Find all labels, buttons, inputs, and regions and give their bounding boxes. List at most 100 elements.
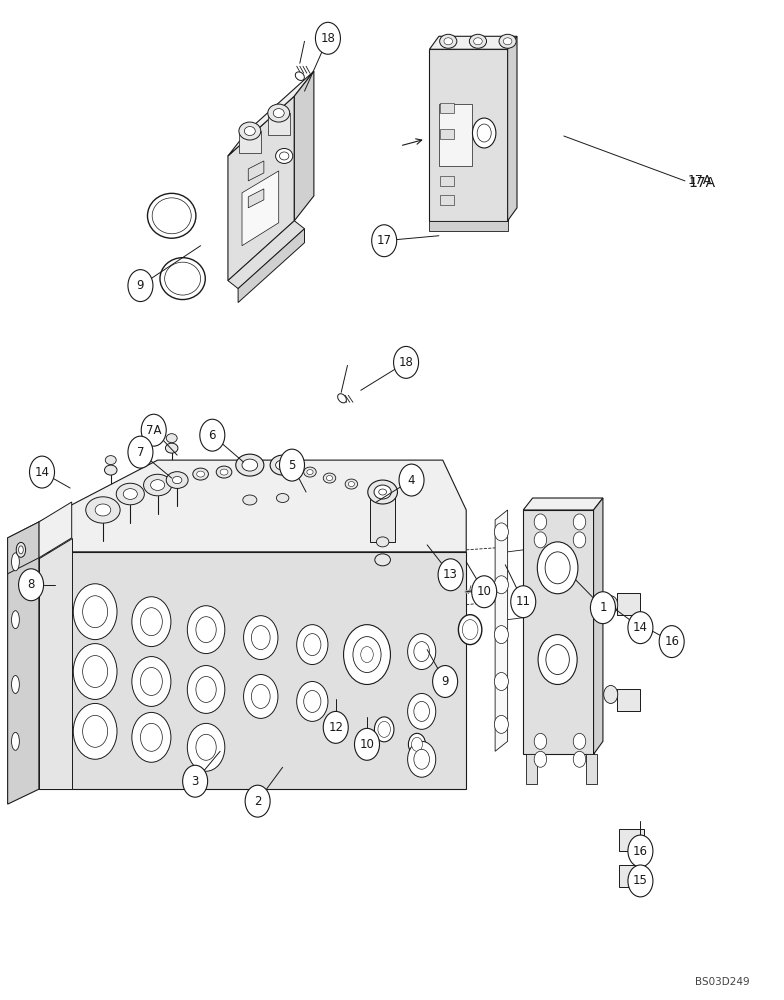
Polygon shape bbox=[39, 502, 71, 558]
Polygon shape bbox=[228, 221, 304, 289]
Circle shape bbox=[187, 606, 225, 654]
Circle shape bbox=[30, 456, 55, 488]
Ellipse shape bbox=[470, 34, 487, 48]
Bar bbox=[441, 176, 455, 186]
Circle shape bbox=[245, 785, 270, 817]
Circle shape bbox=[73, 703, 117, 759]
Ellipse shape bbox=[474, 38, 482, 45]
Circle shape bbox=[399, 464, 424, 496]
Circle shape bbox=[132, 712, 171, 762]
Ellipse shape bbox=[172, 476, 182, 484]
Circle shape bbox=[140, 608, 162, 636]
Ellipse shape bbox=[378, 721, 390, 737]
Polygon shape bbox=[370, 492, 395, 542]
Circle shape bbox=[534, 751, 546, 767]
Ellipse shape bbox=[274, 109, 284, 118]
Text: 18: 18 bbox=[398, 356, 413, 369]
Ellipse shape bbox=[166, 472, 188, 488]
Circle shape bbox=[354, 728, 379, 760]
Bar bbox=[619, 829, 644, 851]
Text: 3: 3 bbox=[191, 775, 199, 788]
Ellipse shape bbox=[537, 542, 578, 594]
Polygon shape bbox=[39, 552, 466, 789]
Text: 14: 14 bbox=[633, 621, 648, 634]
Text: 4: 4 bbox=[408, 474, 416, 487]
Ellipse shape bbox=[276, 148, 292, 163]
Polygon shape bbox=[593, 498, 603, 754]
Circle shape bbox=[408, 741, 436, 777]
Ellipse shape bbox=[12, 676, 20, 693]
Ellipse shape bbox=[499, 34, 516, 48]
Ellipse shape bbox=[463, 620, 478, 640]
Circle shape bbox=[303, 634, 321, 656]
Circle shape bbox=[573, 733, 586, 749]
Circle shape bbox=[659, 626, 684, 658]
Bar bbox=[617, 689, 641, 711]
Circle shape bbox=[343, 625, 390, 684]
Ellipse shape bbox=[503, 38, 512, 45]
Text: BS03D249: BS03D249 bbox=[695, 977, 750, 987]
Ellipse shape bbox=[268, 104, 289, 122]
Circle shape bbox=[82, 596, 107, 628]
Circle shape bbox=[82, 656, 107, 687]
Text: 18: 18 bbox=[321, 32, 336, 45]
Text: 6: 6 bbox=[209, 429, 216, 442]
Circle shape bbox=[628, 835, 653, 867]
Polygon shape bbox=[294, 71, 314, 221]
Circle shape bbox=[361, 647, 373, 663]
Polygon shape bbox=[523, 498, 603, 510]
Polygon shape bbox=[228, 96, 294, 281]
Polygon shape bbox=[238, 229, 304, 303]
Circle shape bbox=[128, 436, 153, 468]
Polygon shape bbox=[242, 171, 279, 246]
Bar bbox=[441, 195, 455, 205]
Circle shape bbox=[510, 586, 535, 618]
Polygon shape bbox=[507, 36, 517, 221]
Circle shape bbox=[252, 626, 270, 650]
Ellipse shape bbox=[296, 72, 304, 80]
Circle shape bbox=[408, 693, 436, 729]
Text: 16: 16 bbox=[664, 635, 679, 648]
Polygon shape bbox=[228, 71, 314, 156]
Ellipse shape bbox=[270, 455, 295, 475]
Bar bbox=[441, 103, 455, 113]
Ellipse shape bbox=[280, 152, 289, 160]
Ellipse shape bbox=[143, 474, 172, 496]
Ellipse shape bbox=[376, 537, 389, 547]
Circle shape bbox=[438, 559, 463, 591]
Ellipse shape bbox=[236, 454, 264, 476]
Ellipse shape bbox=[379, 489, 387, 495]
Ellipse shape bbox=[326, 476, 332, 481]
Circle shape bbox=[573, 532, 586, 548]
Ellipse shape bbox=[545, 552, 570, 584]
Polygon shape bbox=[586, 754, 597, 784]
Circle shape bbox=[495, 626, 508, 644]
Ellipse shape bbox=[242, 459, 258, 471]
Circle shape bbox=[19, 569, 44, 601]
Ellipse shape bbox=[307, 470, 313, 475]
Circle shape bbox=[252, 684, 270, 708]
Circle shape bbox=[414, 642, 430, 662]
Ellipse shape bbox=[160, 258, 205, 300]
Ellipse shape bbox=[147, 193, 196, 238]
Ellipse shape bbox=[216, 466, 232, 478]
Circle shape bbox=[495, 715, 508, 733]
Circle shape bbox=[590, 592, 615, 624]
Circle shape bbox=[495, 523, 508, 541]
Circle shape bbox=[303, 690, 321, 712]
Circle shape bbox=[414, 701, 430, 721]
Polygon shape bbox=[495, 510, 507, 751]
Polygon shape bbox=[239, 131, 261, 153]
Text: 2: 2 bbox=[254, 795, 261, 808]
Circle shape bbox=[132, 657, 171, 706]
Text: 12: 12 bbox=[328, 721, 343, 734]
Polygon shape bbox=[249, 161, 264, 181]
Text: 7A: 7A bbox=[146, 424, 162, 437]
Ellipse shape bbox=[277, 494, 289, 502]
Circle shape bbox=[495, 576, 508, 594]
Text: 1: 1 bbox=[599, 601, 607, 614]
Polygon shape bbox=[8, 522, 39, 804]
Circle shape bbox=[628, 865, 653, 897]
Circle shape bbox=[372, 225, 397, 257]
Text: 17A: 17A bbox=[689, 176, 716, 190]
